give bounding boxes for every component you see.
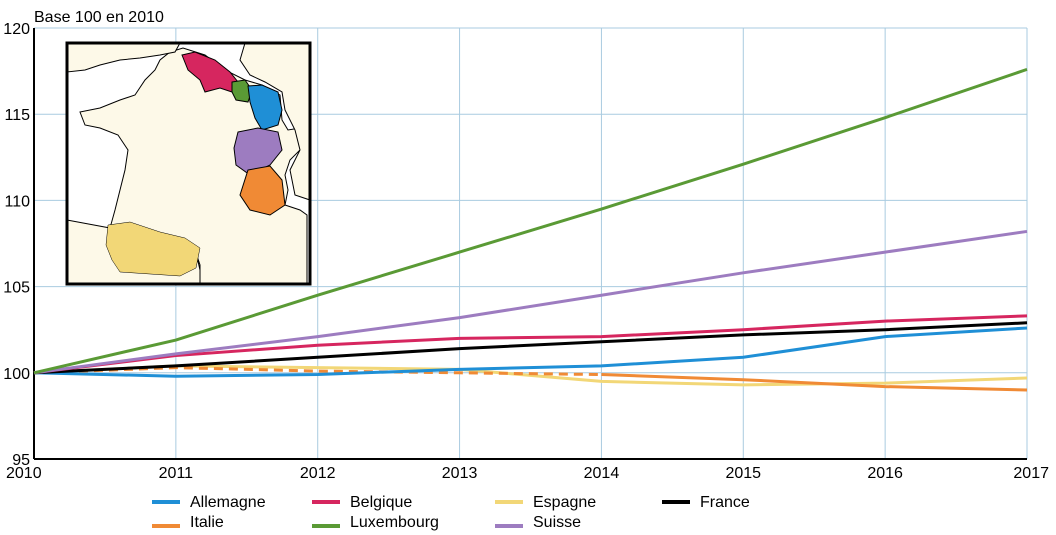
y-tick-label: 120 bbox=[3, 21, 30, 38]
x-tick-label: 2016 bbox=[867, 465, 903, 482]
uk-land bbox=[66, 42, 181, 73]
series-line-belgique bbox=[33, 314, 1028, 375]
series-lines bbox=[33, 67, 1028, 392]
legend-label-luxembourg: Luxembourg bbox=[350, 514, 439, 531]
inset-frame bbox=[65, 41, 312, 286]
series-line-espagne bbox=[33, 364, 1028, 387]
y-tick-label: 95 bbox=[12, 452, 30, 469]
y-tick-label: 105 bbox=[3, 280, 30, 297]
y-axis-label: Base 100 en 2010 bbox=[34, 9, 164, 26]
series-line-france bbox=[33, 321, 1028, 375]
inset-map bbox=[65, 41, 312, 286]
series-line-italie bbox=[601, 373, 1028, 392]
y-tick-label: 115 bbox=[4, 107, 30, 124]
legend-label-belgique: Belgique bbox=[350, 494, 412, 511]
series-line-luxembourg bbox=[33, 67, 1028, 375]
x-tick-label: 2010 bbox=[6, 465, 42, 482]
x-tick-label: 2014 bbox=[584, 465, 620, 482]
legend-label-france: France bbox=[700, 494, 750, 511]
region-blue bbox=[247, 84, 283, 131]
region-yellow bbox=[105, 221, 201, 277]
x-tick-label: 2011 bbox=[159, 465, 194, 482]
region-purple bbox=[233, 127, 283, 176]
legend: Allemagne Belgique Espagne France Italie Luxe… bbox=[152, 494, 750, 531]
region-orange bbox=[239, 165, 286, 216]
x-tick-label: 2012 bbox=[300, 465, 336, 482]
legend-label-allemagne: Allemagne bbox=[190, 494, 266, 511]
x-tick-label: 2015 bbox=[725, 465, 761, 482]
x-tick-label: 2017 bbox=[1013, 465, 1049, 482]
legend-label-italie: Italie bbox=[190, 514, 224, 531]
y-axis: 95 100 105 110 115 120 bbox=[3, 21, 35, 469]
x-tick-label: 2013 bbox=[442, 465, 478, 482]
y-tick-label: 100 bbox=[3, 366, 30, 383]
x-axis: 2010 2011 2012 2013 2014 2015 2016 2017 bbox=[6, 458, 1049, 482]
series-line-allemagne bbox=[33, 326, 1028, 378]
legend-label-suisse: Suisse bbox=[533, 514, 581, 531]
legend-label-espagne: Espagne bbox=[533, 494, 596, 511]
y-tick-label: 110 bbox=[4, 193, 30, 210]
series-line-suisse bbox=[33, 229, 1028, 375]
region-green bbox=[231, 79, 253, 103]
